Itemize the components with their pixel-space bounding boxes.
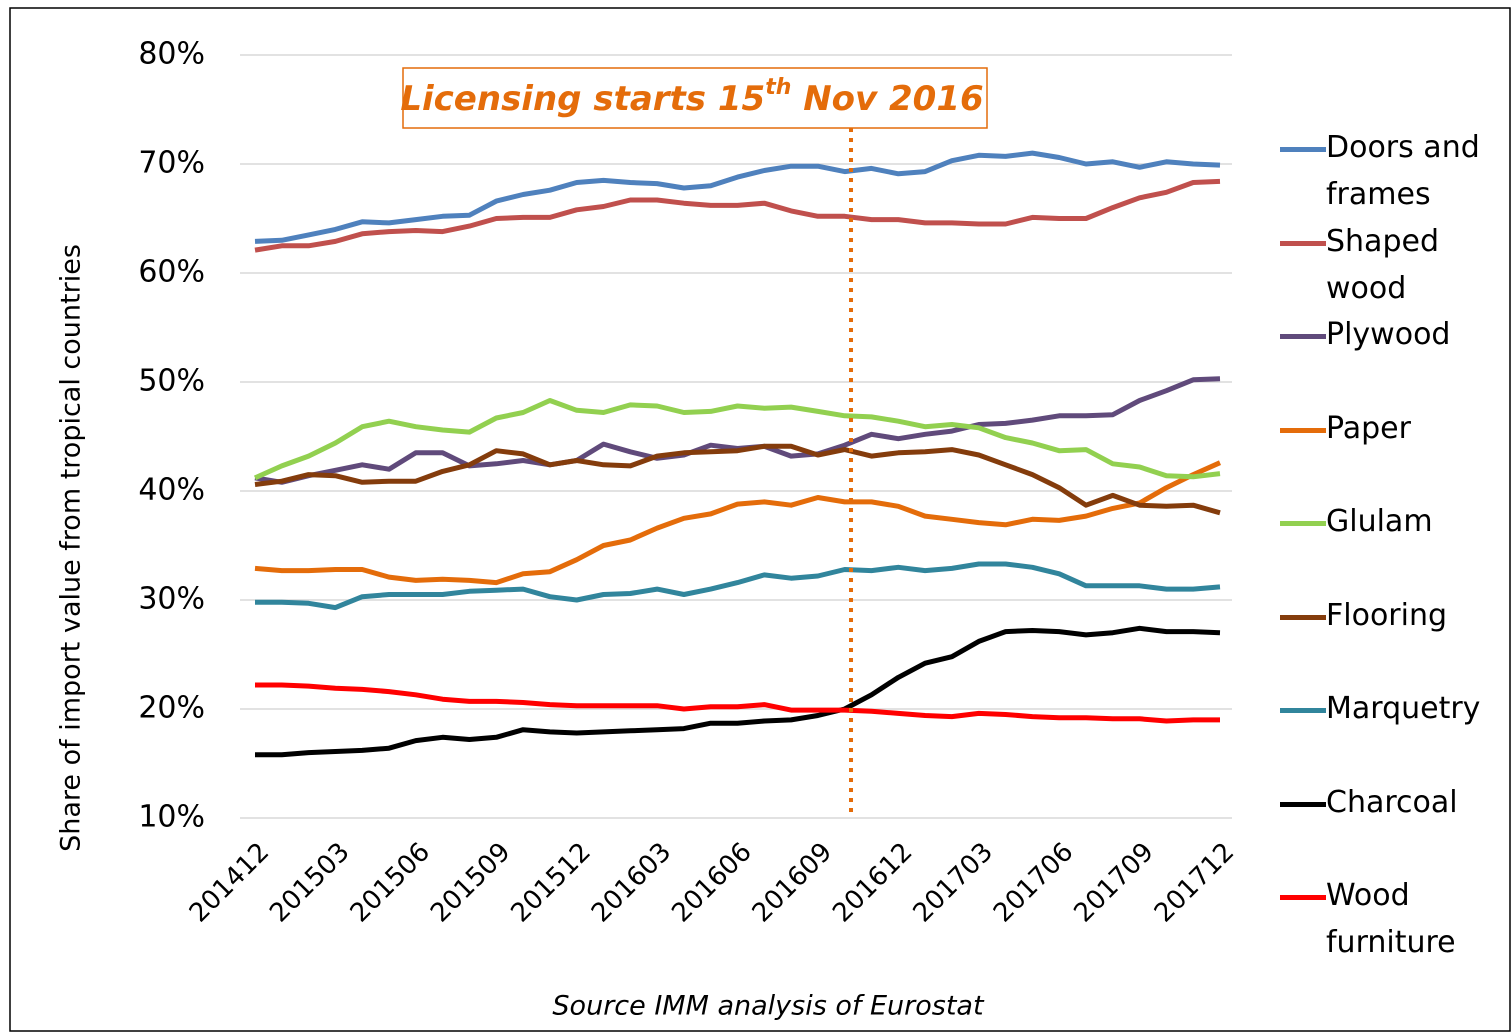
annotation: Licensing starts 15th Nov 2016 — [400, 75, 983, 119]
series-line — [254, 460, 1222, 586]
x-tick-label: 201603 — [586, 837, 677, 928]
legend-item: Wood furniture — [1280, 878, 1511, 966]
legend-label: Glulam — [1326, 504, 1433, 539]
series-line — [254, 150, 1221, 244]
y-tick-label: 60% — [138, 255, 205, 290]
x-tick-label: 201503 — [264, 837, 355, 928]
legend-swatch — [1280, 521, 1326, 526]
legend-swatch — [1280, 147, 1326, 152]
legend-item: Doors and frames — [1280, 130, 1511, 218]
legend-swatch — [1280, 240, 1326, 246]
legend-swatch — [1280, 895, 1326, 900]
legend-item: Glulam — [1280, 504, 1511, 545]
x-tick-label: 201512 — [506, 837, 597, 928]
x-tick-label: 201709 — [1068, 837, 1159, 928]
legend-swatch — [1280, 801, 1326, 807]
legend-label: Wood furniture — [1326, 878, 1456, 960]
y-tick-label: 30% — [138, 582, 205, 617]
legend-item: Shaped wood — [1280, 224, 1511, 312]
frame — [9, 7, 1511, 1032]
legend-item: Marquetry — [1280, 691, 1511, 732]
legend-swatch — [1280, 614, 1326, 620]
series-line — [254, 178, 1221, 253]
x-tick-label: 201712 — [1149, 837, 1240, 928]
y-tick-label: 50% — [138, 364, 205, 399]
x-tick-label: 201612 — [827, 837, 918, 928]
legend-swatch — [1280, 708, 1326, 713]
source: Source IMM analysis of Eurostat — [552, 991, 985, 1022]
series-line — [253, 398, 1221, 481]
series-line — [254, 443, 1221, 516]
legend-swatch — [1280, 427, 1326, 433]
legend-label: Doors and frames — [1326, 130, 1480, 212]
annotation-box — [402, 67, 988, 129]
y-tick-label: 80% — [138, 37, 205, 72]
annotation-text: Nov 2016 — [791, 79, 983, 119]
series-line — [255, 625, 1221, 758]
legend-label: Flooring — [1326, 597, 1448, 633]
x-tick-label: 201506 — [345, 837, 436, 928]
series-line — [255, 682, 1220, 724]
y-tick-label: 40% — [138, 473, 205, 508]
legend-item: Flooring — [1280, 598, 1511, 639]
annotation-text: Licensing starts 15 — [400, 79, 765, 119]
y-tick-label: 20% — [138, 691, 205, 726]
legend-label: Paper — [1326, 410, 1411, 446]
legend-item: Charcoal — [1280, 785, 1511, 826]
x-tick-label: 201509 — [425, 837, 516, 928]
legend-item: Plywood — [1280, 317, 1511, 358]
x-tick-label: 201703 — [908, 837, 999, 928]
x-tick-label: 201706 — [988, 837, 1079, 928]
legend-label: Charcoal — [1326, 784, 1458, 820]
y-axis-title: Share of import value from tropical coun… — [56, 244, 87, 852]
series-line — [255, 561, 1221, 611]
y-tick-label: 10% — [138, 800, 205, 835]
annotation-sup: th — [765, 75, 791, 100]
legend-swatch — [1280, 334, 1326, 339]
y-tick-label: 70% — [138, 146, 205, 181]
series-line — [254, 376, 1221, 485]
legend-item: Paper — [1280, 411, 1511, 452]
x-tick-label: 201609 — [747, 837, 838, 928]
legend-label: Plywood — [1326, 317, 1451, 352]
x-tick-label: 201606 — [666, 837, 757, 928]
x-tick-label: 201412 — [184, 837, 275, 928]
legend-label: Marquetry — [1326, 691, 1481, 726]
legend-label: Shaped wood — [1326, 223, 1439, 306]
